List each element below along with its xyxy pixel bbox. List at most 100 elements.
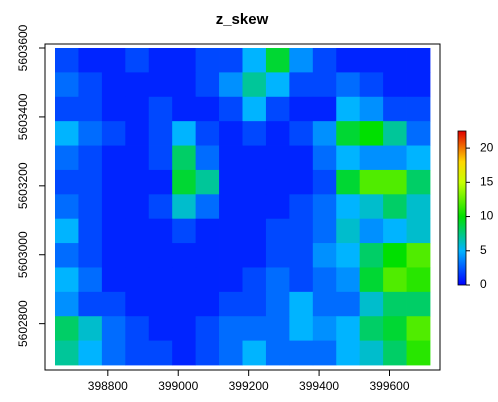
raster-cell: [172, 218, 197, 244]
raster-cell: [101, 267, 126, 293]
raster-cell: [336, 291, 361, 317]
raster-cell: [148, 291, 173, 317]
raster-cell: [336, 316, 361, 342]
x-tick-label: 398800: [88, 379, 128, 393]
raster-cell: [195, 218, 220, 244]
raster-cell: [359, 218, 384, 244]
raster-cell: [219, 48, 243, 73]
raster-cell: [242, 291, 267, 317]
raster-cell: [125, 72, 150, 98]
raster-cell: [359, 194, 384, 220]
raster-cell: [265, 340, 290, 366]
raster-cell: [219, 96, 243, 122]
raster-cell: [265, 145, 290, 171]
raster-cell: [359, 340, 384, 366]
raster-cell: [406, 72, 431, 98]
raster-cell: [289, 48, 314, 73]
raster-cell: [242, 267, 267, 293]
y-tick-label: 5603400: [16, 93, 30, 140]
raster-cell: [265, 169, 290, 195]
raster-cell: [195, 340, 220, 366]
raster-cell: [242, 96, 267, 122]
raster-cell: [265, 243, 290, 268]
raster-cell: [172, 121, 197, 146]
raster-cell: [78, 145, 103, 171]
y-tick-label: 5603000: [16, 231, 30, 278]
raster-cell: [125, 48, 150, 73]
colorbar-tick-label: 10: [480, 209, 494, 223]
raster-cell: [101, 145, 126, 171]
raster-cell: [406, 145, 431, 171]
raster-cell: [289, 291, 314, 317]
raster-cell: [55, 121, 79, 146]
raster-cell: [265, 72, 290, 98]
raster-cell: [148, 316, 173, 342]
raster-cell: [359, 121, 384, 146]
raster-cell: [289, 96, 314, 122]
raster-cell: [336, 121, 361, 146]
raster-cell: [219, 121, 243, 146]
raster-cell: [406, 48, 431, 73]
raster-cell: [336, 194, 361, 220]
raster-cell: [55, 169, 79, 195]
raster-cell: [219, 243, 243, 268]
raster-cell: [289, 121, 314, 146]
raster-cell: [312, 243, 337, 268]
raster-cell: [289, 316, 314, 342]
raster-cell: [101, 243, 126, 268]
raster-cell: [78, 291, 103, 317]
colorbar-tick-label: 15: [480, 175, 494, 189]
raster-cell: [55, 316, 79, 342]
raster-cell: [336, 218, 361, 244]
raster-cell: [406, 340, 431, 366]
raster-cell: [312, 121, 337, 146]
raster-cell: [148, 96, 173, 122]
raster-cell: [101, 340, 126, 366]
raster-cell: [172, 169, 197, 195]
raster-cell: [406, 194, 431, 220]
raster-cell: [359, 96, 384, 122]
raster-cell: [289, 145, 314, 171]
raster-cell: [289, 218, 314, 244]
raster-cell: [125, 145, 150, 171]
raster-cell: [312, 96, 337, 122]
raster-cell: [406, 291, 431, 317]
raster-cell: [78, 72, 103, 98]
raster-cell: [336, 96, 361, 122]
x-tick-label: 399200: [229, 379, 269, 393]
raster-cell: [242, 169, 267, 195]
raster-cell: [55, 96, 79, 122]
raster-cell: [195, 145, 220, 171]
raster-cell: [148, 48, 173, 73]
raster-cell: [172, 72, 197, 98]
raster-cell: [55, 340, 79, 366]
raster-cell: [312, 291, 337, 317]
raster-cell: [265, 291, 290, 317]
raster-cell: [383, 145, 407, 171]
raster-cell: [78, 121, 103, 146]
raster-cell: [383, 48, 407, 73]
raster-cell: [383, 121, 407, 146]
raster-cell: [383, 218, 407, 244]
raster-cell: [125, 291, 150, 317]
raster-cell: [78, 267, 103, 293]
raster-cell: [78, 340, 103, 366]
raster-cell: [289, 340, 314, 366]
chart-title: z_skew: [216, 11, 269, 28]
raster-cell: [172, 48, 197, 73]
colorbar: [457, 130, 467, 286]
raster-cell: [265, 316, 290, 342]
raster-cell: [195, 267, 220, 293]
raster-cell: [195, 96, 220, 122]
raster-cell: [219, 267, 243, 293]
y-tick-label: 5603200: [16, 162, 30, 209]
raster-cell: [55, 48, 79, 73]
raster-cell: [289, 243, 314, 268]
raster-cell: [336, 267, 361, 293]
raster-cell: [219, 169, 243, 195]
raster-cell: [383, 169, 407, 195]
raster-cell: [219, 145, 243, 171]
raster-cell: [359, 169, 384, 195]
raster-cell: [383, 243, 407, 268]
raster-cell: [148, 121, 173, 146]
